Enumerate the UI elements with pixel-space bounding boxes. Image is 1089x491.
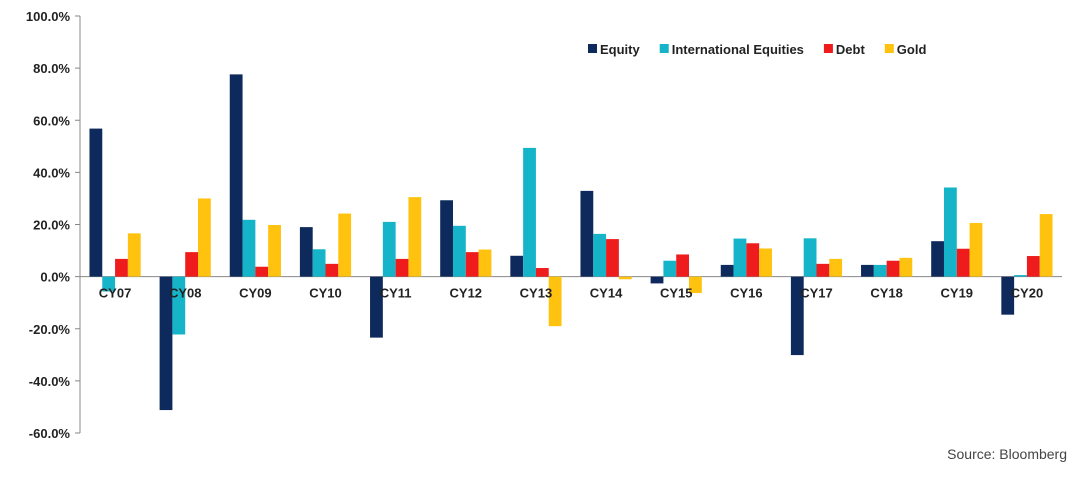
bar-gold-cy11 — [408, 197, 422, 277]
bar-international-equities-cy11 — [382, 221, 396, 277]
bar-gold-cy13 — [548, 276, 562, 327]
bar-international-equities-cy14 — [593, 233, 607, 277]
y-tick-label: -20.0% — [29, 322, 71, 337]
bar-equity-cy10 — [299, 227, 313, 277]
bar-equity-cy19 — [931, 241, 944, 277]
legend-swatch — [823, 44, 833, 53]
y-axis: 100.0% 80.0% 60.0% 40.0% 20.0% 0.0% -20.0% -40.… — [26, 9, 1062, 441]
x-tick-label: CY07 — [99, 286, 132, 301]
x-tick-label: CY10 — [309, 286, 342, 301]
x-tick-label: CY15 — [660, 286, 693, 301]
bar-gold-cy17 — [829, 258, 843, 277]
bar-debt-cy14 — [606, 239, 619, 277]
bar-international-equities-cy10 — [312, 249, 326, 277]
y-tick-label: 100.0% — [26, 9, 71, 24]
bar-gold-cy09 — [268, 225, 281, 277]
bar-gold-cy19 — [969, 222, 983, 277]
x-tick-label: CY09 — [239, 286, 272, 301]
legend-entry: International Equities — [672, 42, 804, 57]
bar-international-equities-cy12 — [452, 225, 466, 277]
legend-entry: Equity — [600, 42, 640, 57]
y-tick-label: 0.0% — [40, 270, 70, 285]
y-tick-label: 80.0% — [33, 61, 70, 76]
bar-equity-cy07 — [89, 128, 103, 277]
bar-gold-cy08 — [198, 198, 211, 277]
x-tick-label: CY16 — [730, 286, 763, 301]
x-tick-label: CY17 — [800, 286, 833, 301]
x-tick-label: CY08 — [169, 286, 202, 301]
bar-debt-cy12 — [465, 252, 479, 277]
bar-debt-cy09 — [255, 266, 269, 277]
x-tick-label: CY20 — [1011, 286, 1044, 301]
bar-debt-cy11 — [395, 258, 409, 277]
y-tick-label: -60.0% — [29, 426, 71, 441]
bar-equity-cy11 — [370, 276, 383, 338]
bar-equity-cy15 — [650, 276, 664, 284]
bar-gold-cy15 — [689, 276, 702, 294]
bar-international-equities-cy08 — [172, 276, 186, 335]
bar-debt-cy17 — [816, 263, 830, 277]
bar-debt-cy08 — [185, 252, 199, 277]
bar-international-equities-cy15 — [663, 260, 677, 277]
bar-debt-cy10 — [325, 263, 339, 277]
bar-international-equities-cy16 — [733, 238, 747, 277]
legend: Equity International Equities Debt Gold — [588, 42, 926, 57]
bar-debt-cy15 — [676, 254, 690, 277]
x-tick-label: CY19 — [941, 286, 974, 301]
bar-debt-cy13 — [535, 268, 549, 277]
x-tick-label: CY12 — [450, 286, 483, 301]
bar-gold-cy07 — [127, 233, 141, 277]
bar-international-equities-cy19 — [943, 187, 957, 277]
bar-equity-cy12 — [440, 200, 453, 277]
bar-equity-cy13 — [510, 255, 524, 277]
y-tick-label: 60.0% — [33, 113, 70, 128]
bar-debt-cy07 — [115, 258, 128, 277]
bar-gold-cy18 — [899, 257, 913, 277]
legend-swatch — [884, 44, 894, 53]
bars — [89, 74, 1053, 411]
y-tick-label: 20.0% — [33, 218, 70, 233]
legend-entry: Debt — [836, 42, 866, 57]
x-tick-label: CY13 — [520, 286, 553, 301]
source-note: Source: Bloomberg — [947, 446, 1067, 462]
bar-gold-cy14 — [618, 276, 632, 280]
bar-international-equities-cy13 — [523, 147, 536, 277]
bar-debt-cy16 — [746, 243, 760, 277]
bar-international-equities-cy07 — [102, 276, 116, 292]
bar-international-equities-cy17 — [803, 238, 817, 277]
bar-equity-cy09 — [229, 74, 243, 277]
x-axis-labels: CY07 CY08 CY09 CY10 CY11 CY12 CY13 CY14 CY15 CY16… — [99, 286, 1043, 301]
bar-equity-cy14 — [580, 190, 594, 277]
bar-gold-cy16 — [759, 248, 772, 277]
bar-gold-cy20 — [1039, 214, 1053, 277]
bar-debt-cy18 — [886, 260, 900, 277]
y-tick-label: -40.0% — [29, 374, 71, 389]
legend-swatch — [659, 44, 669, 53]
y-tick-label: 40.0% — [33, 165, 70, 180]
bar-equity-cy20 — [1001, 276, 1015, 315]
bar-debt-cy20 — [1026, 256, 1040, 277]
bar-equity-cy16 — [720, 264, 734, 277]
bar-international-equities-cy20 — [1014, 275, 1027, 277]
bar-equity-cy08 — [159, 276, 173, 411]
bar-international-equities-cy09 — [242, 219, 256, 277]
x-tick-label: CY11 — [380, 286, 412, 301]
legend-swatch — [588, 44, 597, 53]
legend-entry: Gold — [897, 42, 927, 57]
bar-equity-cy18 — [861, 264, 874, 277]
bar-debt-cy19 — [956, 248, 970, 277]
x-tick-label: CY18 — [870, 286, 903, 301]
bar-gold-cy12 — [478, 249, 492, 277]
bar-equity-cy17 — [790, 276, 804, 356]
x-tick-label: CY14 — [590, 286, 623, 301]
bar-gold-cy10 — [338, 213, 352, 277]
bar-international-equities-cy18 — [873, 264, 887, 277]
